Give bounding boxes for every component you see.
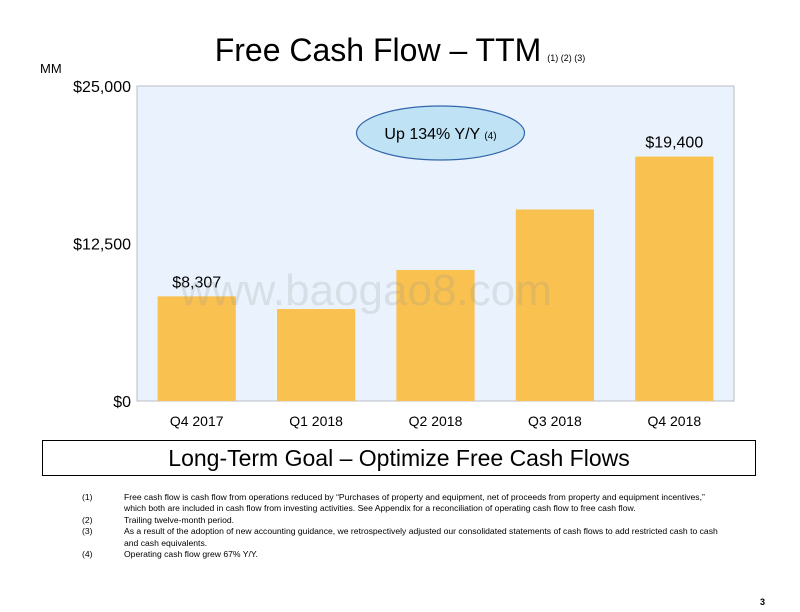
annotation-ellipse	[355, 105, 526, 161]
bar-q2-2018	[396, 269, 475, 401]
footnote-text: Operating cash flow grew 67% Y/Y.	[124, 549, 258, 560]
bar-q4-2018	[635, 156, 714, 401]
footnote-text: Free cash flow is cash flow from operati…	[124, 492, 705, 514]
footnote-text: As a result of the adoption of new accou…	[124, 526, 718, 548]
y-tick-label: $25,000	[73, 79, 131, 96]
y-tick-label: $0	[113, 394, 131, 411]
annotation-main-text: Up 134% Y/Y	[384, 126, 484, 143]
y-tick-label: $12,500	[73, 237, 131, 254]
annotation-footnote-ref: (4)	[484, 131, 496, 142]
watermark: www.baogao8.com	[180, 266, 552, 315]
x-tick-label: Q4 2017	[170, 413, 224, 429]
free-cash-flow-chart: $0 $12,500 $25,000 Q4 2017 Q1 2018 Q2 2018 Q3 …	[73, 79, 735, 429]
x-tick-label: Q2 2018	[409, 413, 463, 429]
footnote-number: (4)	[82, 549, 93, 560]
title-footnote-refs: (1) (2) (3)	[547, 53, 586, 63]
x-tick-label: Q3 2018	[528, 413, 582, 429]
bar-q4-2017	[157, 296, 236, 401]
footnote-item: (4) Operating cash flow grew 67% Y/Y.	[82, 549, 722, 560]
page-number: 3	[760, 597, 766, 607]
unit-label: MM	[40, 61, 62, 76]
footnote-item: (1) Free cash flow is cash flow from oper…	[82, 492, 722, 515]
x-tick-label: Q4 2018	[647, 413, 701, 429]
footnote-number: (2)	[82, 514, 93, 525]
footnote-number: (1)	[82, 492, 93, 502]
data-label: $8,307	[172, 274, 221, 291]
page-title: Free Cash Flow – TTM (1) (2) (3)	[0, 30, 800, 78]
x-tick-label: Q1 2018	[289, 413, 343, 429]
footnote-item: (3) As a result of the adoption of new ac…	[82, 526, 722, 549]
bar-q3-2018	[515, 209, 595, 401]
title-text: Free Cash Flow – TTM	[214, 32, 542, 68]
annotation-text: Up 134% Y/Y (4)	[384, 126, 496, 143]
footnote-text: Trailing twelve-month period.	[124, 514, 235, 525]
goal-banner: Long-Term Goal – Optimize Free Cash Flow…	[42, 440, 756, 476]
footnote-number: (3)	[82, 526, 93, 537]
bar-q1-2018	[276, 309, 356, 401]
footnote-item: (2) Trailing twelve-month period.	[82, 515, 722, 526]
data-label: $19,400	[645, 135, 703, 152]
footnotes-list: (1) Free cash flow is cash flow from oper…	[82, 492, 722, 560]
